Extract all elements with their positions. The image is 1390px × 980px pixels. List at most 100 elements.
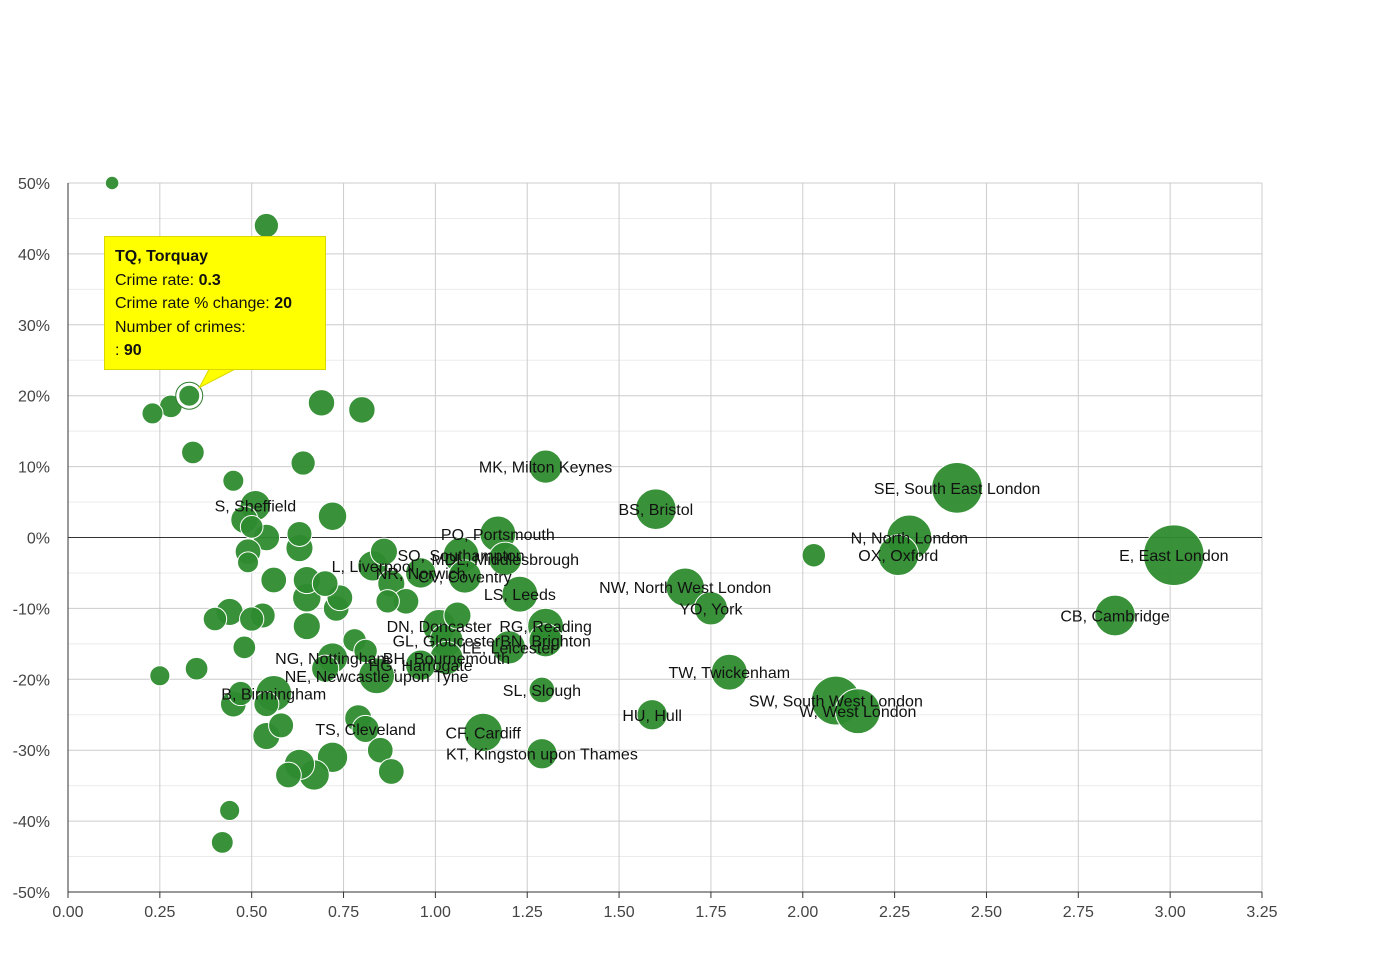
x-tick-label: 2.25 [879, 904, 910, 921]
bubble [877, 534, 920, 577]
bubble [222, 469, 245, 492]
bubble [634, 488, 677, 530]
bubble [1143, 524, 1205, 587]
bubble [219, 799, 241, 822]
bubble [366, 736, 394, 764]
bubble [292, 612, 321, 641]
bubble [369, 537, 399, 566]
bubble-label: HU, Hull [622, 708, 682, 725]
bubble [351, 714, 380, 743]
tooltip-rate-row: Crime rate: 0.3 [115, 269, 315, 293]
tooltip-pointer [198, 368, 236, 389]
bubble [239, 606, 265, 632]
y-tick-label: 50% [18, 176, 50, 193]
y-axis-tick-labels: 50% 40% 30% 20% 10% 0% -10% -20% -30% -40% -50% [13, 176, 50, 902]
bubble-label: MDL, Middlesbrough [431, 552, 579, 569]
bubble-label: OX, Oxford [858, 548, 938, 565]
bubble-label: BH, Bournemouth [383, 651, 510, 668]
tooltip-change-label: Crime rate % change: [115, 295, 270, 312]
bubble [405, 649, 437, 681]
y-tick-label: -20% [13, 672, 50, 689]
bubble [237, 551, 260, 574]
bubble-label: L, Liverpool [332, 559, 415, 576]
bubble-label: PO, Portsmouth [441, 527, 555, 544]
bubble-label: BN, Brighton [500, 633, 591, 650]
x-tick-label: 3.00 [1155, 904, 1186, 921]
bubble [202, 606, 228, 632]
y-tick-label: 30% [18, 318, 50, 335]
bubble [348, 396, 376, 424]
bubble [528, 449, 563, 484]
tooltip-change-row: Crime rate % change: 20 [115, 292, 315, 316]
bubble [931, 462, 983, 514]
tooltip-crimes-row: : 90 [115, 339, 315, 363]
bubble-label: CF, Cardiff [446, 725, 522, 742]
x-tick-label: 0.25 [144, 904, 175, 921]
x-tick-label: 2.75 [1063, 904, 1094, 921]
x-tick-label: 1.50 [604, 904, 635, 921]
bubble [232, 635, 257, 660]
y-tick-label: 20% [18, 389, 50, 406]
bubble-label: SE, South East London [874, 481, 1040, 498]
x-tick-label: 0.50 [236, 904, 267, 921]
tooltip: TQ, Torquay Crime rate: 0.3 Crime rate %… [104, 236, 326, 370]
bubble-labels: E, East London SE, South East London N, No… [215, 460, 1229, 764]
bubble [275, 761, 302, 789]
bubble [491, 630, 526, 665]
bubble [184, 656, 209, 681]
tooltip-rate-label: Crime rate: [115, 271, 195, 289]
bubble-label: NW, North West London [599, 580, 771, 597]
bubble [665, 567, 705, 607]
bubble [260, 566, 288, 594]
bubble-label: SW, South West London [749, 694, 923, 711]
bubble-label: LS, Leeds [484, 587, 556, 604]
bubble [311, 570, 339, 597]
bubble [239, 515, 264, 539]
bubble [834, 688, 881, 735]
tooltip-crimes-value: 90 [123, 342, 142, 359]
x-tick-label: 3.25 [1246, 904, 1277, 921]
bubble [801, 542, 827, 568]
y-tick-label: 10% [18, 460, 50, 477]
x-tick-label: 1.25 [512, 904, 543, 921]
y-tick-label: -50% [13, 885, 50, 902]
bubble-label: GL, Gloucester [393, 633, 501, 650]
bubble-label: S, Sheffield [215, 499, 297, 516]
tooltip-rate-value: 0.3 [198, 271, 221, 289]
bubble [311, 654, 340, 683]
bubble-series [104, 175, 1205, 854]
bubble [463, 712, 503, 753]
bubble-label: LE, Leicester [462, 640, 556, 657]
bubble [528, 623, 563, 658]
bubble-label: MK, Milton Keynes [479, 460, 612, 477]
x-tick-label: 2.00 [787, 904, 818, 921]
bubble [104, 175, 120, 191]
tooltip-crimes-label: Number of crimes: [115, 318, 246, 336]
y-tick-label: 40% [18, 247, 50, 264]
tooltip-crimes-prefix: : [115, 342, 120, 359]
y-tick-label: 0% [27, 531, 50, 548]
chart-axes [67, 183, 1262, 893]
x-tick-label: 2.50 [971, 904, 1002, 921]
bubble [210, 830, 234, 854]
bubble-label: CB, Cambridge [1060, 608, 1169, 625]
bubble-label: NG, Nottingham [275, 651, 390, 668]
bubble [149, 665, 171, 687]
bubble [710, 653, 748, 691]
bubble-label: N, North London [851, 531, 968, 548]
bubble [377, 758, 405, 785]
bubble [286, 520, 313, 547]
bubble [528, 676, 556, 704]
bubble-label: W, West London [799, 704, 916, 721]
bubble [307, 389, 336, 417]
bubble [375, 589, 400, 614]
bubble-label: RG, Reading [499, 619, 592, 636]
bubble-label: NE, Newcastle upon Tyne [285, 669, 469, 686]
bubble [178, 384, 201, 407]
bubble [268, 712, 295, 739]
bubble-label: E, East London [1119, 548, 1228, 565]
bubble-label: SO, Southampton [398, 548, 525, 565]
bubble-label: DN, Doncaster [387, 619, 493, 636]
bubble-label: SL, Slough [503, 683, 581, 700]
